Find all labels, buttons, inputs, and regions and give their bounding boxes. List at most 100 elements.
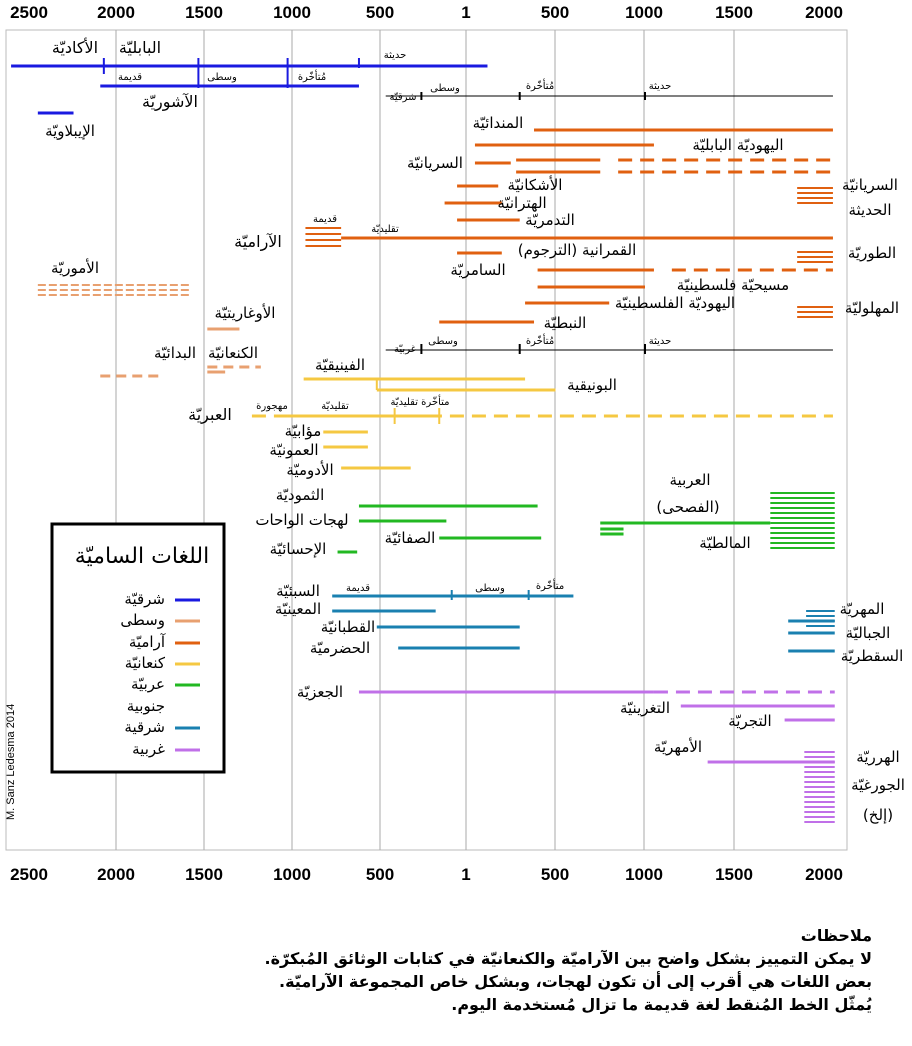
label-western-b: غربيّة <box>394 344 416 355</box>
label-old-aramaic: قديمة <box>313 214 337 225</box>
notes-title: ملاحظات <box>800 926 872 945</box>
legend-label: شرقية <box>124 718 165 736</box>
label-neo-syriac-2: الحديثة <box>848 201 891 219</box>
label-syriac: السريانيّة <box>407 154 463 172</box>
label-christian-palestinian: مسيحيّة فلسطينيّة <box>677 276 789 294</box>
axis-tick-top: 2000 <box>805 3 843 22</box>
label-nabataean: النبطيّة <box>544 314 587 332</box>
label-sab-old: قديمة <box>346 583 370 594</box>
axis-tick-bottom: 2000 <box>97 865 135 884</box>
semitic-languages-timeline: 2500 2000 1500 1000 500 1 500 1000 1500 2000 2500… <box>5 3 905 884</box>
label-hasaitic: الإحسائيّة <box>270 540 327 558</box>
axis-tick-top: 1 <box>461 3 470 22</box>
notes-line-1: لا يمكن التمييز بشكل واضح بين الآراميّة … <box>264 949 872 968</box>
label-classical-aramaic: تقليديّة <box>371 224 399 235</box>
label-canaanite: الكنعانيّة <box>208 344 258 362</box>
label-punic: البونيقية <box>567 376 617 394</box>
label-harari: الهرريّة <box>856 748 899 766</box>
label-jewish-palestinian: اليهوديّة الفلسطينيّة <box>615 294 735 312</box>
label-samaritan: السامريّة <box>450 261 505 279</box>
label-gurage: الجورغيّة <box>851 776 905 794</box>
label-modern-top: حديثة <box>384 50 407 61</box>
legend-label: غربية <box>132 740 165 758</box>
axis-tick-bottom: 500 <box>366 865 394 884</box>
label-hebrew-abandoned: مهجورة <box>256 401 288 412</box>
language-bars <box>11 58 835 823</box>
legend-items: شرقيّة وسطى آراميّة كنعانيّة عربيّة جنوبية شرق… <box>120 590 200 758</box>
notes-line-3: يُمثّل الخط المُنقط لغة قديمة ما تزال مُ… <box>451 995 872 1014</box>
label-soqotri: السقطريّة <box>841 647 904 665</box>
label-late-a: مُتأخّرة <box>526 78 554 92</box>
label-modern-a: حديثة <box>649 81 672 92</box>
axis-tick-bottom: 2000 <box>805 865 843 884</box>
label-jibbali: الجباليّة <box>846 624 891 642</box>
legend-label: آراميّة <box>129 633 166 651</box>
axis-tick-top: 2000 <box>97 3 135 22</box>
label-etc: (إلخ) <box>863 806 893 824</box>
axis-tick-top: 500 <box>366 3 394 22</box>
label-ammonite: العمونيّة <box>269 441 318 459</box>
label-eblaite: الإيبلاويّة <box>45 122 95 140</box>
axis-tick-top: 1000 <box>625 3 663 22</box>
legend-box <box>50 522 226 774</box>
label-jewish-babylonian: اليهوديّة البابليّة <box>692 136 783 154</box>
legend-title: اللغات الساميّة <box>75 544 209 569</box>
label-mehri: المهريّة <box>840 600 885 618</box>
axis-tick-bottom: 1 <box>461 865 470 884</box>
label-middle-b: وسطى <box>428 336 458 347</box>
label-hebrew-classical: تقليديّة <box>321 401 349 412</box>
label-mandaic: المندائيّة <box>473 114 524 132</box>
legend-label: شرقيّة <box>124 590 165 608</box>
axis-top: 2500 2000 1500 1000 500 1 500 1000 1500 2000 <box>10 3 843 22</box>
label-minaic: المعينيّة <box>275 600 321 618</box>
label-hadramautic: الحضرميّة <box>310 639 370 657</box>
credit: M. Sanz Ledesma 2014 <box>5 704 17 820</box>
axis-tick-top: 500 <box>541 3 569 22</box>
axis-bottom: 2500 2000 1500 1000 500 1 500 1000 1500 2000 <box>10 865 843 884</box>
label-tigre: التجريّة <box>728 712 771 730</box>
label-sab-middle: وسطى <box>475 583 505 594</box>
label-hatran: الهترانيّة <box>497 194 546 212</box>
label-sab-late: متأخّرة <box>536 578 564 592</box>
label-assyrian: الآشوريّة <box>142 92 198 112</box>
label-safaitic: الصفائيّة <box>385 529 436 547</box>
label-arsacid: الأشكانيّة <box>508 175 563 194</box>
label-middle-a: وسطى <box>430 83 460 94</box>
chart-frame <box>5 29 848 851</box>
label-thamudic: الثموديّة <box>276 486 325 504</box>
label-modern-b: حديثة <box>649 336 672 347</box>
label-oasis-dialects: لهجات الواحات <box>255 511 348 529</box>
label-edomite: الأدوميّة <box>286 460 333 479</box>
label-neo-syriac-1: السريانيّة <box>842 176 898 194</box>
label-phoenician: الفينيقيّة <box>315 356 365 374</box>
label-amharic: الأمهريّة <box>654 737 702 756</box>
label-amorite: الأموريّة <box>51 258 99 277</box>
label-qumran: القمرانية (الترجوم) <box>518 241 637 259</box>
legend: اللغات الساميّة شرقيّة وسطى آراميّة كنعانيّ… <box>50 522 226 774</box>
label-mlahso: المهلوليّة <box>845 299 899 317</box>
axis-tick-top: 1500 <box>185 3 223 22</box>
label-old-top: قديمة <box>118 72 142 83</box>
notes: ملاحظات لا يمكن التمييز بشكل واضح بين ال… <box>52 924 872 1016</box>
label-hebrew-late-classical: متأخّرة تقليديّة <box>390 394 449 408</box>
legend-label: كنعانيّة <box>125 654 166 672</box>
legend-label: وسطى <box>120 611 165 629</box>
axis-tick-top: 1000 <box>273 3 311 22</box>
label-akkadian: الأكاديّة <box>52 37 98 57</box>
axis-tick-top: 1500 <box>715 3 753 22</box>
label-sabaic: السبئيّة <box>276 582 320 600</box>
label-palmyrene: التدمريّة <box>525 211 575 229</box>
label-babylonian: البابليّة <box>119 38 161 57</box>
label-arabic-fusha: (الفصحى) <box>656 498 719 516</box>
notes-line-2: بعض اللغات هي أقرب إلى أن تكون لهجات، وب… <box>279 972 872 991</box>
label-ugaritic: الأوغاريتيّة <box>215 303 276 322</box>
label-eastern-top: شرقيّة <box>389 92 416 103</box>
label-late-top: مُتأخّرة <box>298 69 326 83</box>
axis-tick-bottom: 1500 <box>715 865 753 884</box>
axis-tick-top: 2500 <box>10 3 48 22</box>
label-geez: الجعزيّة <box>297 683 343 701</box>
legend-label: عربيّة <box>131 675 165 693</box>
label-maltese: المالطيّة <box>699 534 750 552</box>
label-late-b: مُتأخّرة <box>526 333 554 347</box>
label-middle-top: وسطى <box>207 72 237 83</box>
